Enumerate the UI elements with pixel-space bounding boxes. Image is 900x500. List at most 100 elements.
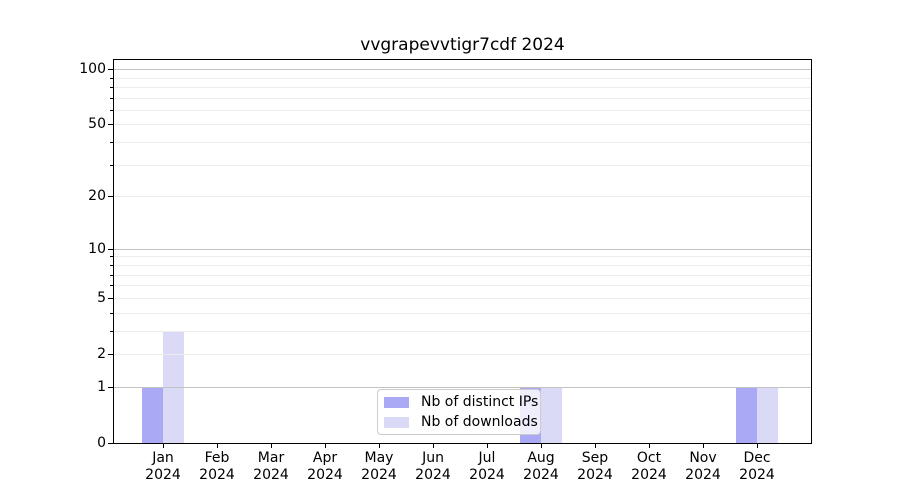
y-tick-label: 20: [88, 188, 106, 205]
y-minor-tick: [110, 77, 113, 79]
x-tick-label-year: 2024: [523, 467, 559, 483]
y-minor-tick: [110, 142, 113, 144]
x-tick: [325, 444, 326, 448]
y-tick: [108, 196, 113, 198]
y-minor-tick: [110, 86, 113, 88]
x-tick-label: Apr 2024: [297, 450, 353, 484]
x-tick-label-year: 2024: [199, 467, 235, 483]
gridline-minor: [114, 330, 811, 332]
x-tick-label-year: 2024: [145, 467, 181, 483]
y-tick: [108, 297, 113, 299]
gridline-minor: [114, 312, 811, 314]
gridline-minor: [114, 285, 811, 287]
legend-label-distinct-ips: Nb of distinct IPs: [421, 393, 539, 410]
gridline-minor: [114, 86, 811, 88]
x-tick-label-month: May: [364, 450, 394, 466]
y-tick: [108, 353, 113, 355]
y-minor-tick: [110, 109, 113, 111]
x-tick-label-month: Sep: [581, 450, 609, 466]
legend: Nb of distinct IPs Nb of downloads: [377, 389, 541, 435]
legend-item-distinct-ips: Nb of distinct IPs: [384, 394, 540, 411]
x-tick-label: Jul 2024: [459, 450, 515, 484]
y-tick: [108, 69, 113, 71]
x-tick: [163, 444, 164, 448]
y-minor-tick: [110, 274, 113, 276]
x-tick-label-year: 2024: [253, 467, 289, 483]
x-tick: [703, 444, 704, 448]
x-tick-label-month: Nov: [689, 450, 717, 466]
x-tick: [595, 444, 596, 448]
y-minor-tick: [110, 256, 113, 258]
gridline-minor: [114, 124, 811, 126]
y-minor-tick: [110, 312, 113, 314]
x-tick-label-year: 2024: [739, 467, 775, 483]
y-tick: [108, 124, 113, 126]
bar-distinct-ips: [142, 386, 163, 443]
x-tick-label: Aug 2024: [513, 450, 569, 484]
y-tick-label: 1: [97, 378, 106, 395]
x-tick: [757, 444, 758, 448]
y-tick-label: 100: [79, 61, 106, 78]
x-tick-label-month: Jun: [422, 450, 444, 466]
bar-distinct-ips: [736, 386, 757, 443]
y-tick: [108, 443, 113, 444]
chart-title: vvgrapevvtigr7cdf 2024: [360, 35, 565, 55]
gridline-minor: [114, 256, 811, 258]
gridline-minor: [114, 142, 811, 144]
y-minor-tick: [110, 264, 113, 266]
gridline-minor: [114, 274, 811, 276]
legend-swatch-distinct-ips: [384, 396, 409, 408]
y-tick-label: 2: [97, 345, 106, 362]
gridline-minor: [114, 109, 811, 111]
gridline-minor: [114, 264, 811, 266]
x-tick-label-year: 2024: [469, 467, 505, 483]
y-tick-label: 50: [88, 116, 106, 133]
legend-label-downloads: Nb of downloads: [421, 413, 538, 430]
gridline-major: [114, 69, 811, 71]
x-tick-label: Feb 2024: [189, 450, 245, 484]
x-tick-label-month: Aug: [527, 450, 555, 466]
x-tick-label: Jun 2024: [405, 450, 461, 484]
x-tick-label-year: 2024: [415, 467, 451, 483]
y-minor-tick: [110, 285, 113, 287]
x-tick: [541, 444, 542, 448]
gridline-major: [114, 248, 811, 250]
y-tick-label: 5: [97, 289, 106, 306]
x-tick-label-year: 2024: [361, 467, 397, 483]
x-tick-label: Jan 2024: [135, 450, 191, 484]
x-tick-label: Mar 2024: [243, 450, 299, 484]
gridline-minor: [114, 196, 811, 198]
bar-downloads: [541, 386, 562, 443]
y-minor-tick: [110, 164, 113, 166]
y-tick-label: 0: [97, 435, 106, 451]
x-tick-label: Dec 2024: [729, 450, 785, 484]
x-tick-label-year: 2024: [577, 467, 613, 483]
y-minor-tick: [110, 97, 113, 99]
x-tick-label: May 2024: [351, 450, 407, 484]
legend-item-downloads: Nb of downloads: [384, 414, 540, 431]
y-tick: [108, 248, 113, 250]
bar-downloads: [757, 386, 778, 443]
plot-area: Nb of distinct IPs Nb of downloads: [113, 59, 812, 444]
x-tick: [433, 444, 434, 448]
y-minor-tick: [110, 330, 113, 332]
x-tick-label-month: Dec: [743, 450, 771, 466]
x-tick: [217, 444, 218, 448]
x-tick-label-month: Apr: [312, 450, 338, 466]
x-tick-label: Oct 2024: [621, 450, 677, 484]
x-tick-label-year: 2024: [685, 467, 721, 483]
gridline-minor: [114, 97, 811, 99]
x-tick-label: Nov 2024: [675, 450, 731, 484]
x-tick: [271, 444, 272, 448]
gridline-major: [114, 386, 811, 388]
x-tick-label-year: 2024: [631, 467, 667, 483]
x-tick-label-month: Feb: [204, 450, 230, 466]
legend-swatch-downloads: [384, 416, 409, 428]
x-tick-label-month: Jul: [478, 450, 496, 466]
x-tick-label-year: 2024: [307, 467, 343, 483]
x-tick: [487, 444, 488, 448]
y-tick: [108, 386, 113, 388]
gridline-minor: [114, 77, 811, 79]
gridline-minor: [114, 353, 811, 355]
